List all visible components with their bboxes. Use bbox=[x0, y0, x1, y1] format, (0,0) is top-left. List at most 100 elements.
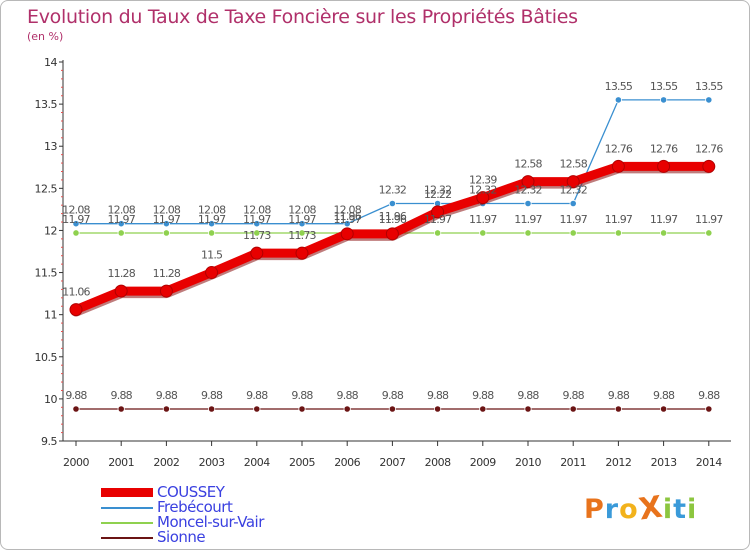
data-label: 11.5 bbox=[201, 249, 223, 262]
data-point bbox=[705, 229, 713, 237]
chart-data-labels: 9.88 9.88 9.88 9.88 9.88 9.88 9.88 9.88 9.88 9.88… bbox=[62, 80, 724, 402]
data-label: 12.76 bbox=[695, 142, 723, 155]
y-tick-label: 10.5 bbox=[35, 351, 58, 364]
data-point bbox=[208, 229, 216, 237]
data-point bbox=[162, 229, 170, 237]
y-tick-label: 12 bbox=[44, 224, 57, 237]
y-tick-label: 13.5 bbox=[35, 98, 58, 111]
data-label: 11.06 bbox=[62, 286, 90, 299]
series-sionne bbox=[72, 405, 713, 413]
data-label: 11.97 bbox=[243, 213, 271, 226]
data-label: 9.88 bbox=[698, 389, 720, 402]
data-point bbox=[253, 229, 261, 237]
data-label: 11.97 bbox=[695, 213, 723, 226]
data-label: 9.88 bbox=[563, 389, 585, 402]
y-tick-label: 13 bbox=[44, 140, 57, 153]
data-point bbox=[705, 96, 713, 104]
legend-item: COUSSEY bbox=[101, 485, 264, 500]
data-point bbox=[162, 405, 170, 413]
data-label: 11.96 bbox=[333, 210, 361, 223]
data-label: 9.88 bbox=[653, 389, 675, 402]
data-point bbox=[569, 405, 577, 413]
legend-item: Sionne bbox=[101, 530, 264, 545]
y-tick-label: 10 bbox=[44, 393, 57, 406]
data-label: 11.96 bbox=[379, 213, 407, 226]
x-tick-label: 2009 bbox=[470, 456, 496, 469]
data-point bbox=[117, 229, 125, 237]
chart-axes: 9.5 10 10.5 11 11.5 12 12.5 13 13.5 14 2000 2001 200… bbox=[35, 56, 731, 469]
data-label: 12.76 bbox=[650, 142, 678, 155]
data-point bbox=[705, 405, 713, 413]
logo-letter: i bbox=[662, 494, 674, 525]
data-label: 12.32 bbox=[514, 183, 542, 196]
data-point bbox=[521, 175, 535, 189]
data-point bbox=[298, 220, 306, 228]
data-point bbox=[253, 405, 261, 413]
data-label: 13.55 bbox=[650, 80, 678, 93]
data-label: 11.97 bbox=[198, 213, 226, 226]
x-tick-label: 2008 bbox=[425, 456, 451, 469]
y-tick-label: 14 bbox=[44, 56, 57, 69]
data-point bbox=[431, 205, 445, 219]
data-label: 12.32 bbox=[469, 183, 497, 196]
data-point bbox=[114, 284, 128, 298]
data-label: 9.88 bbox=[337, 389, 359, 402]
data-point bbox=[250, 246, 264, 260]
data-point bbox=[69, 303, 83, 317]
data-point bbox=[72, 405, 80, 413]
x-tick-label: 2007 bbox=[379, 456, 405, 469]
data-label: 11.97 bbox=[107, 213, 135, 226]
data-label: 11.73 bbox=[288, 229, 316, 242]
legend-item: Frebécourt bbox=[101, 500, 264, 515]
data-label: 9.88 bbox=[111, 389, 133, 402]
data-point bbox=[162, 220, 170, 228]
x-tick-label: 2005 bbox=[289, 456, 315, 469]
data-label: 11.97 bbox=[469, 213, 497, 226]
legend-swatch bbox=[101, 488, 153, 497]
data-point bbox=[208, 220, 216, 228]
data-label: 9.88 bbox=[201, 389, 223, 402]
data-point bbox=[343, 405, 351, 413]
y-tick-label: 11.5 bbox=[35, 267, 58, 280]
data-point bbox=[388, 405, 396, 413]
data-point bbox=[72, 229, 80, 237]
data-point bbox=[343, 220, 351, 228]
x-tick-label: 2000 bbox=[63, 456, 89, 469]
x-tick-label: 2004 bbox=[244, 456, 270, 469]
x-tick-label: 2001 bbox=[108, 456, 134, 469]
data-point bbox=[340, 227, 354, 241]
data-point bbox=[295, 246, 309, 260]
logo-letter: P bbox=[584, 494, 605, 525]
data-point bbox=[385, 227, 399, 241]
data-point bbox=[657, 159, 671, 173]
logo-letter: t bbox=[673, 494, 688, 525]
x-tick-label: 2002 bbox=[153, 456, 179, 469]
chart-series bbox=[69, 96, 716, 413]
data-point bbox=[479, 229, 487, 237]
data-label: 13.55 bbox=[695, 80, 723, 93]
data-label: 12.08 bbox=[288, 204, 316, 217]
data-label: 12.08 bbox=[333, 204, 361, 217]
x-tick-label: 2013 bbox=[651, 456, 677, 469]
data-label: 9.88 bbox=[291, 389, 313, 402]
x-tick-label: 2003 bbox=[199, 456, 225, 469]
x-tick-label: 2011 bbox=[560, 456, 586, 469]
series-coussey bbox=[69, 159, 716, 317]
data-label: 11.97 bbox=[650, 213, 678, 226]
legend-swatch bbox=[101, 536, 153, 539]
data-point bbox=[208, 405, 216, 413]
legend-label: COUSSEY bbox=[157, 483, 225, 501]
data-point bbox=[702, 159, 716, 173]
data-label: 11.97 bbox=[62, 213, 90, 226]
chart-title: Evolution du Taux de Taxe Foncière sur l… bbox=[27, 6, 578, 28]
data-label: 11.97 bbox=[605, 213, 633, 226]
y-tick-label: 12.5 bbox=[35, 182, 58, 195]
data-label: 12.08 bbox=[62, 204, 90, 217]
data-point bbox=[566, 175, 580, 189]
data-label: 9.88 bbox=[427, 389, 449, 402]
legend-item: Moncel-sur-Vair bbox=[101, 515, 264, 530]
y-tick-label: 9.5 bbox=[41, 435, 57, 448]
legend-label: Sionne bbox=[157, 528, 206, 546]
legend-swatch bbox=[101, 521, 153, 524]
